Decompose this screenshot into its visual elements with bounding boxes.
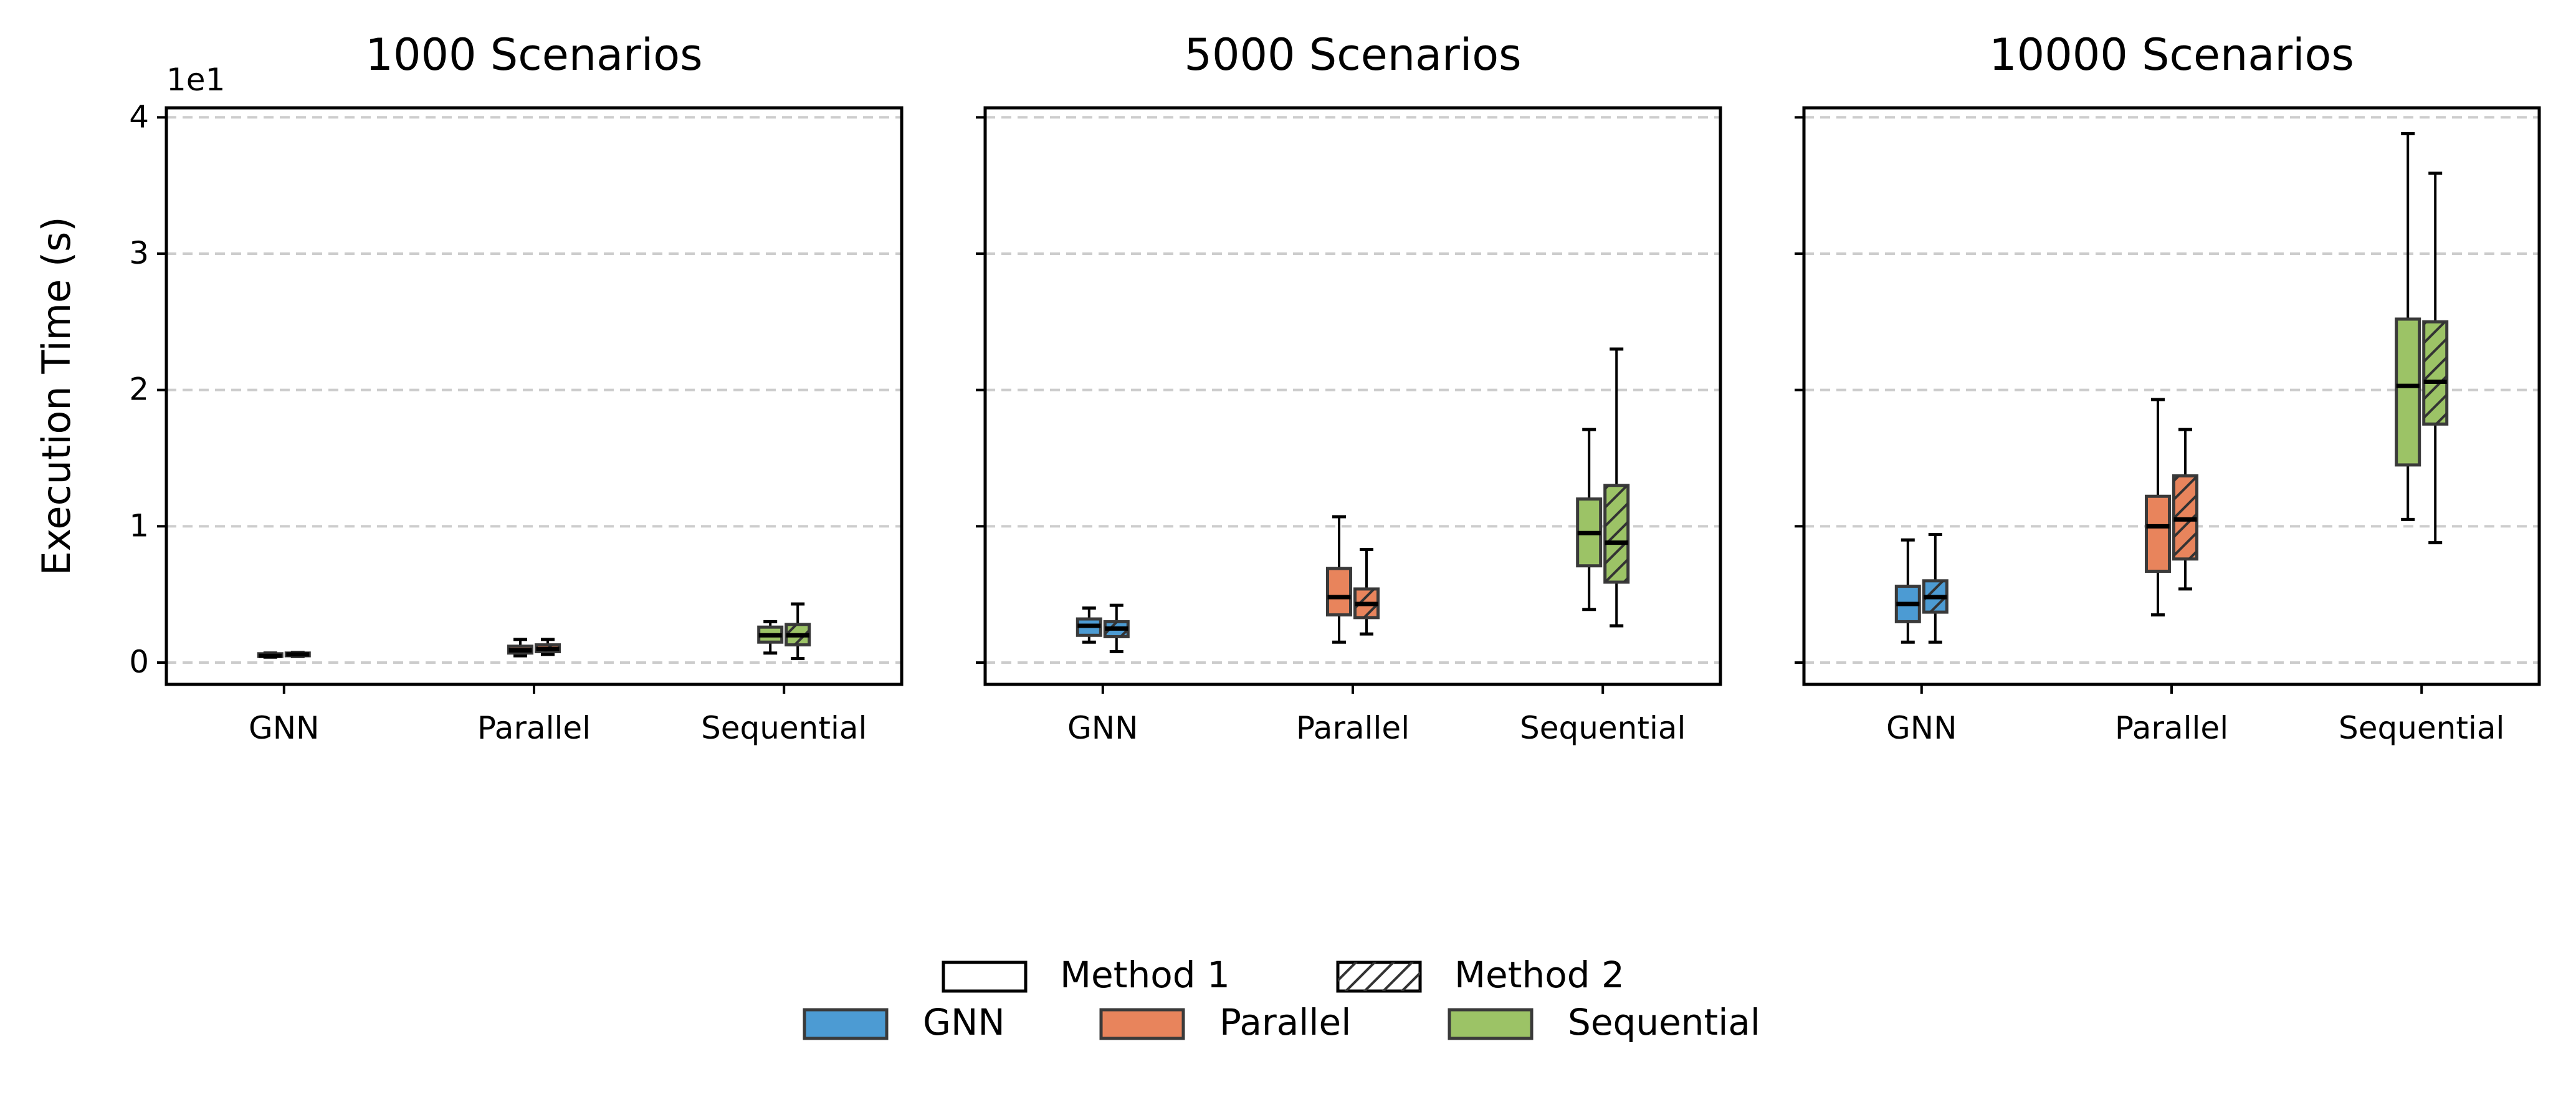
y-tick-label: 0: [129, 644, 149, 680]
x-tick-label: Sequential: [2339, 710, 2504, 746]
box-parallel-method-1: [1326, 567, 1352, 616]
x-tick-label: GNN: [1886, 710, 1957, 746]
panel-frame: [983, 106, 1722, 686]
legend-swatch-method-1: [942, 961, 1028, 993]
box-hatch: [2423, 322, 2447, 424]
x-tick-label: Sequential: [701, 710, 867, 746]
x-tick-label: Parallel: [1296, 710, 1410, 746]
box-parallel-method-1: [2145, 494, 2171, 573]
box-sequential-method-1: [2395, 317, 2421, 467]
legend-label-sequential: Sequential: [1568, 1001, 1760, 1043]
legend-label-method-1: Method 1: [1060, 954, 1230, 996]
y-tick-label: 3: [129, 235, 149, 271]
y-offset-text: 1e1: [166, 62, 225, 98]
x-tick-label: Parallel: [477, 710, 591, 746]
legend-label-method-2: Method 2: [1454, 954, 1624, 996]
box-hatch: [1605, 485, 1628, 582]
y-tick-label: 1: [129, 507, 149, 544]
x-tick-label: Sequential: [1520, 710, 1686, 746]
y-tick-label: 2: [129, 371, 149, 408]
legend-swatch-parallel: [1099, 1008, 1185, 1040]
legend-label-parallel: Parallel: [1219, 1001, 1351, 1043]
x-tick-label: GNN: [249, 710, 320, 746]
panel-title: 5000 Scenarios: [1184, 29, 1521, 80]
y-axis-label: Execution Time (s): [34, 216, 79, 575]
panel-title: 10000 Scenarios: [1989, 29, 2354, 80]
panel-frame: [165, 106, 904, 686]
panel-title: 1000 Scenarios: [365, 29, 702, 80]
legend-swatch-sequential: [1448, 1008, 1534, 1040]
legend-label-gnn: GNN: [923, 1001, 1005, 1043]
legend-hatch: [1338, 962, 1420, 991]
y-tick-label: 4: [129, 98, 149, 135]
x-tick-label: Parallel: [2115, 710, 2228, 746]
x-tick-label: GNN: [1067, 710, 1138, 746]
legend-swatch-gnn: [803, 1008, 889, 1040]
panel-frame: [1802, 106, 2541, 686]
